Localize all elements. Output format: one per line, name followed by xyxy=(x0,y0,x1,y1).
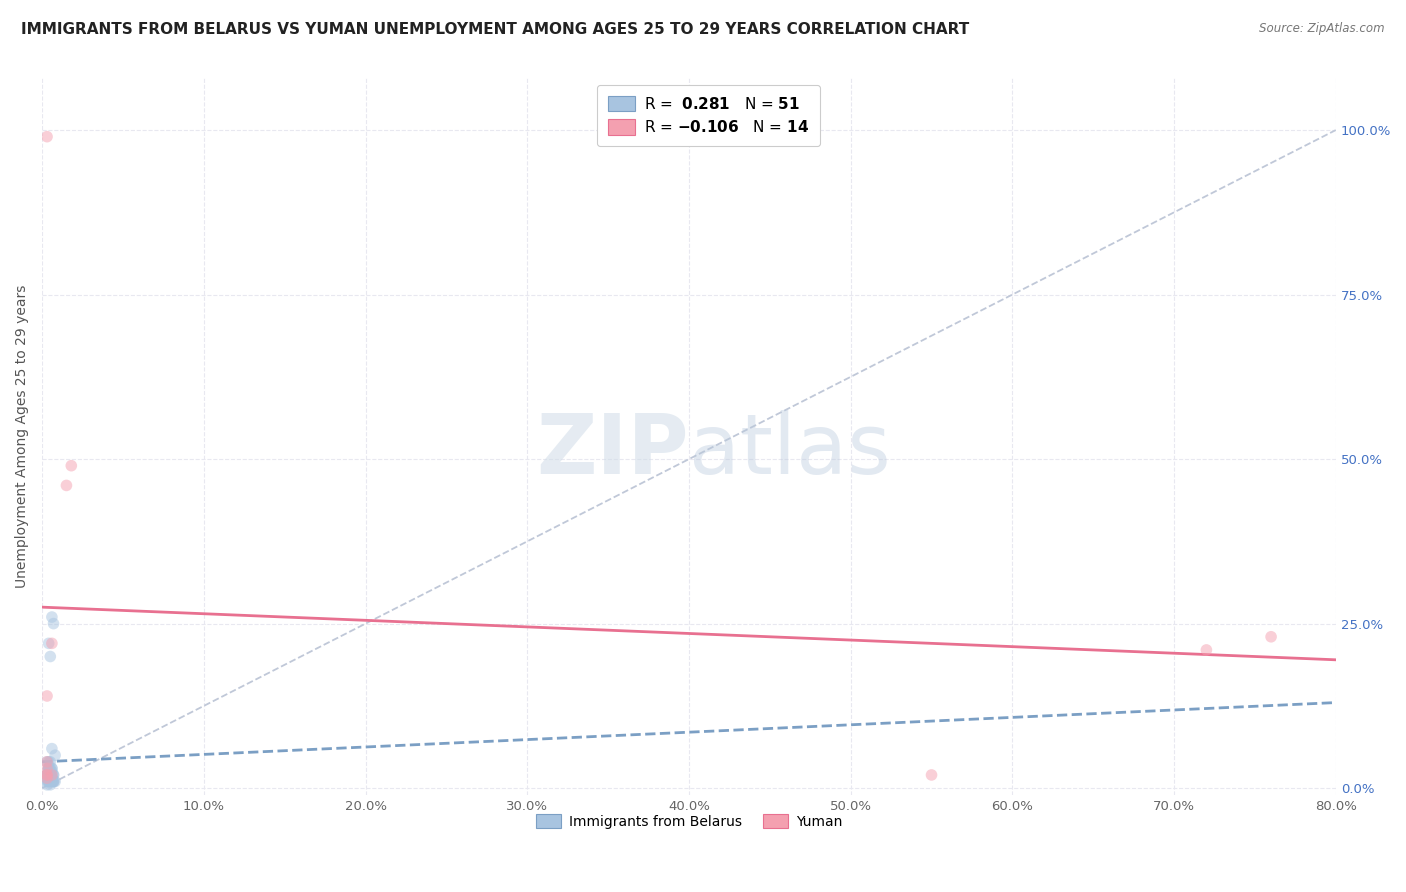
Point xyxy=(39,649,62,664)
Point xyxy=(35,768,58,782)
Point xyxy=(39,774,62,789)
Point xyxy=(39,774,62,789)
Point xyxy=(42,774,65,789)
Point xyxy=(39,768,62,782)
Point xyxy=(35,768,58,782)
Point xyxy=(35,129,58,144)
Point xyxy=(60,458,83,473)
Point xyxy=(42,768,65,782)
Point xyxy=(42,616,65,631)
Point xyxy=(35,768,58,782)
Point xyxy=(39,771,62,785)
Point xyxy=(35,689,58,703)
Point xyxy=(35,778,58,792)
Point xyxy=(42,774,65,789)
Point xyxy=(35,768,58,782)
Point xyxy=(41,768,63,782)
Point xyxy=(41,771,63,785)
Point xyxy=(44,748,66,763)
Point xyxy=(1195,643,1218,657)
Point xyxy=(35,771,58,785)
Point xyxy=(921,768,943,782)
Text: ZIP: ZIP xyxy=(537,410,689,491)
Point xyxy=(38,771,60,785)
Point xyxy=(38,774,60,789)
Point xyxy=(39,755,62,769)
Point xyxy=(35,755,58,769)
Y-axis label: Unemployment Among Ages 25 to 29 years: Unemployment Among Ages 25 to 29 years xyxy=(15,285,30,588)
Point xyxy=(35,761,58,775)
Point xyxy=(39,768,62,782)
Text: atlas: atlas xyxy=(689,410,891,491)
Point xyxy=(38,755,60,769)
Point xyxy=(39,768,62,782)
Point xyxy=(39,768,62,782)
Point xyxy=(41,774,63,789)
Point xyxy=(35,771,58,785)
Point xyxy=(38,761,60,775)
Point xyxy=(35,768,58,782)
Point xyxy=(38,768,60,782)
Point xyxy=(35,768,58,782)
Point xyxy=(35,774,58,789)
Point xyxy=(41,741,63,756)
Point xyxy=(38,761,60,775)
Point xyxy=(38,774,60,789)
Point xyxy=(39,761,62,775)
Point xyxy=(1260,630,1282,644)
Point xyxy=(42,774,65,789)
Point xyxy=(41,761,63,775)
Point xyxy=(41,768,63,782)
Point xyxy=(39,768,62,782)
Point xyxy=(41,761,63,775)
Text: Source: ZipAtlas.com: Source: ZipAtlas.com xyxy=(1260,22,1385,36)
Point xyxy=(42,768,65,782)
Point xyxy=(35,768,58,782)
Point xyxy=(38,774,60,789)
Point xyxy=(41,764,63,779)
Point xyxy=(41,610,63,624)
Point xyxy=(41,771,63,785)
Point xyxy=(38,636,60,650)
Point xyxy=(38,761,60,775)
Point xyxy=(41,636,63,650)
Point xyxy=(41,771,63,785)
Point xyxy=(35,755,58,769)
Point xyxy=(41,774,63,789)
Point xyxy=(55,478,77,492)
Point xyxy=(44,774,66,789)
Legend: Immigrants from Belarus, Yuman: Immigrants from Belarus, Yuman xyxy=(530,808,848,834)
Point xyxy=(39,778,62,792)
Point xyxy=(38,761,60,775)
Text: IMMIGRANTS FROM BELARUS VS YUMAN UNEMPLOYMENT AMONG AGES 25 TO 29 YEARS CORRELAT: IMMIGRANTS FROM BELARUS VS YUMAN UNEMPLO… xyxy=(21,22,969,37)
